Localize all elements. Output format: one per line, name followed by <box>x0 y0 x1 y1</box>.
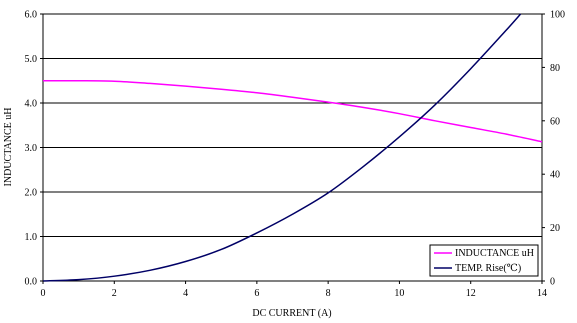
x-tick-label: 6 <box>254 288 259 299</box>
y2-tick-label: 60 <box>550 116 560 127</box>
y-tick-label: 5.0 <box>25 54 38 65</box>
x-tick-label: 10 <box>394 288 404 299</box>
series-line-inductance <box>42 79 543 143</box>
legend-label-temp-rise: TEMP. Rise(℃) <box>455 263 521 274</box>
x-axis-title: DC CURRENT (A) <box>252 308 331 319</box>
ticks-layer: 0.0 1.0 2.0 3.0 4.0 5.0 6.0 0 20 40 60 80 100 0 2 4 6 8 10… <box>25 10 566 300</box>
y-tick-label: 2.0 <box>25 188 38 199</box>
y2-tick-label: 20 <box>550 223 560 234</box>
y-tick-label: 4.0 <box>25 99 38 110</box>
legend-label-inductance: INDUCTANCE uH <box>455 248 534 259</box>
grid-lines <box>43 58 542 237</box>
legend-box <box>429 244 539 277</box>
y2-tick-label: 100 <box>550 10 565 21</box>
x-tick-label: 0 <box>41 288 46 299</box>
y-tick-label: 1.0 <box>25 232 38 243</box>
series-line-temp-rise <box>42 13 522 282</box>
y2-tick-label: 80 <box>550 63 560 74</box>
x-tick-label: 4 <box>183 288 188 299</box>
x-tick-label: 8 <box>326 288 331 299</box>
y-tick-label: 6.0 <box>25 10 38 21</box>
y2-tick-label: 40 <box>550 170 560 181</box>
x-tick-label: 2 <box>112 288 117 299</box>
x-tick-label: 14 <box>537 288 547 299</box>
x-tick-label: 12 <box>466 288 476 299</box>
y-tick-label: 0.0 <box>25 277 38 288</box>
y2-tick-label: 0 <box>550 277 555 288</box>
y-axis-title: INDUCTANCE uH <box>3 108 14 187</box>
legend: INDUCTANCE uH TEMP. Rise(℃) <box>429 244 539 277</box>
series-layer <box>42 13 543 282</box>
y-tick-label: 3.0 <box>25 143 38 154</box>
